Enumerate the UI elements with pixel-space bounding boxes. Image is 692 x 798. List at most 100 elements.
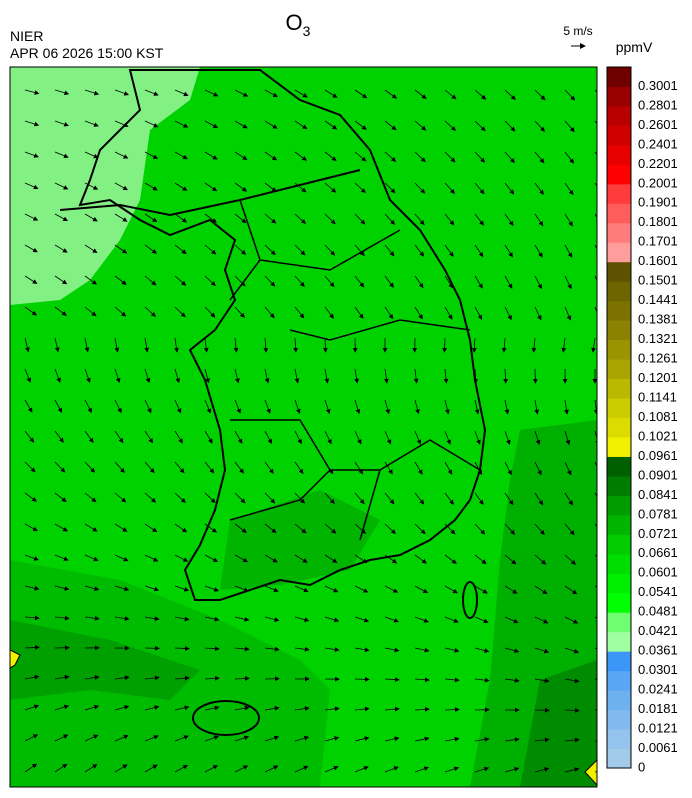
- wind-arrow: [384, 677, 400, 682]
- wind-arrow: [204, 151, 218, 160]
- wind-arrow: [534, 275, 542, 290]
- wind-arrow: [144, 461, 155, 474]
- wind-arrow: [144, 151, 159, 159]
- wind-arrow: [294, 151, 307, 161]
- wind-arrow: [324, 554, 338, 563]
- wind-arrow: [564, 647, 580, 654]
- wind-arrow: [144, 675, 160, 681]
- wind-arrow: [444, 766, 460, 773]
- wind-arrow: [534, 678, 550, 683]
- wind-arrow: [114, 554, 129, 562]
- wind-arrow: [144, 585, 160, 592]
- wind-arrow: [534, 120, 546, 132]
- wind-arrow: [24, 244, 38, 253]
- wind-arrow: [84, 430, 94, 444]
- wind-arrow: [144, 492, 157, 503]
- wind-arrow: [54, 734, 69, 742]
- wind-arrow: [234, 275, 246, 287]
- wind-arrow: [24, 585, 40, 591]
- wind-arrow: [54, 151, 69, 159]
- wind-arrow: [594, 523, 597, 528]
- island: [462, 581, 478, 619]
- wind-arrow: [504, 616, 519, 624]
- wind-arrow: [234, 89, 249, 97]
- wind-arrow: [24, 213, 39, 221]
- wind-arrow: [324, 120, 338, 130]
- wind-arrow: [234, 646, 250, 652]
- colorbar-segment: [607, 144, 631, 165]
- wind-arrow: [354, 523, 367, 534]
- wind-arrow: [444, 275, 454, 289]
- wind-arrow: [294, 765, 309, 773]
- wind-arrow: [384, 430, 392, 445]
- wind-arrow: [54, 182, 69, 190]
- wind-arrow: [504, 399, 510, 415]
- colorbar-label: 0.0061: [638, 740, 678, 755]
- high-ozone-area: [10, 620, 200, 700]
- wind-arrow: [534, 306, 542, 321]
- wind-arrow: [234, 765, 249, 773]
- wind-arrow: [354, 120, 367, 130]
- wind-arrow: [234, 616, 250, 622]
- wind-arrow: [174, 585, 190, 592]
- wind-arrow: [24, 368, 31, 383]
- wind-arrow: [144, 89, 159, 96]
- colorbar-segment: [607, 612, 631, 633]
- wind-arrow: [54, 244, 68, 253]
- wind-arrow: [534, 213, 544, 227]
- wind-arrow: [84, 585, 100, 591]
- wind-arrow: [144, 244, 157, 254]
- wind-arrow: [54, 674, 70, 680]
- wind-arrow: [234, 399, 241, 414]
- wind-arrow: [114, 89, 129, 96]
- wind-arrow: [204, 213, 217, 223]
- wind-arrow: [324, 244, 336, 256]
- colorbar-segment: [607, 203, 631, 224]
- title-text: O: [286, 10, 303, 35]
- wind-arrow: [504, 89, 516, 101]
- wind-arrow: [234, 705, 250, 711]
- wind-arrow: [84, 615, 100, 621]
- wind-arrow: [54, 120, 69, 127]
- wind-arrow: [264, 646, 280, 652]
- wind-arrow: [354, 616, 370, 623]
- wind-arrow: [354, 676, 370, 682]
- wind-arrow: [564, 737, 580, 743]
- colorbar-segment: [607, 222, 631, 243]
- wind-arrow: [564, 708, 580, 713]
- wind-arrow: [114, 675, 130, 681]
- wind-arrow: [204, 646, 220, 652]
- wind-arrow: [504, 213, 514, 227]
- wind-arrow: [561, 337, 567, 353]
- wind-arrow: [384, 89, 398, 99]
- wind-arrow: [324, 430, 332, 445]
- wind-arrow: [204, 765, 219, 773]
- wind-arrow: [264, 492, 276, 504]
- wind-arrow: [174, 430, 183, 444]
- wind-arrow: [294, 275, 305, 287]
- colorbar-label: 0.0241: [638, 682, 678, 697]
- wind-arrow: [24, 461, 36, 473]
- wind-arrow: [474, 89, 487, 100]
- colorbar-segment: [607, 592, 631, 613]
- colorbar-segment: [607, 475, 631, 496]
- wind-arrow: [324, 492, 335, 504]
- wind-arrow: [591, 337, 596, 353]
- wind-arrow: [24, 430, 35, 443]
- wind-arrow: [564, 523, 575, 536]
- wind-arrow: [504, 275, 513, 289]
- map: [10, 67, 597, 787]
- wind-arrow: [413, 368, 419, 384]
- wind-arrow: [444, 244, 454, 257]
- wind-arrow: [504, 554, 517, 565]
- wind-arrow: [414, 585, 429, 593]
- wind-arrow: [114, 151, 129, 159]
- wind-arrow: [174, 399, 182, 414]
- wind-arrow: [324, 616, 340, 623]
- colorbar-label: 0.0961: [638, 448, 678, 463]
- wind-arrow: [234, 735, 250, 742]
- wind-arrow: [534, 492, 544, 506]
- colorbar-label: 0.0661: [638, 545, 678, 560]
- wind-arrow: [324, 182, 337, 193]
- wind-arrow: [234, 461, 244, 474]
